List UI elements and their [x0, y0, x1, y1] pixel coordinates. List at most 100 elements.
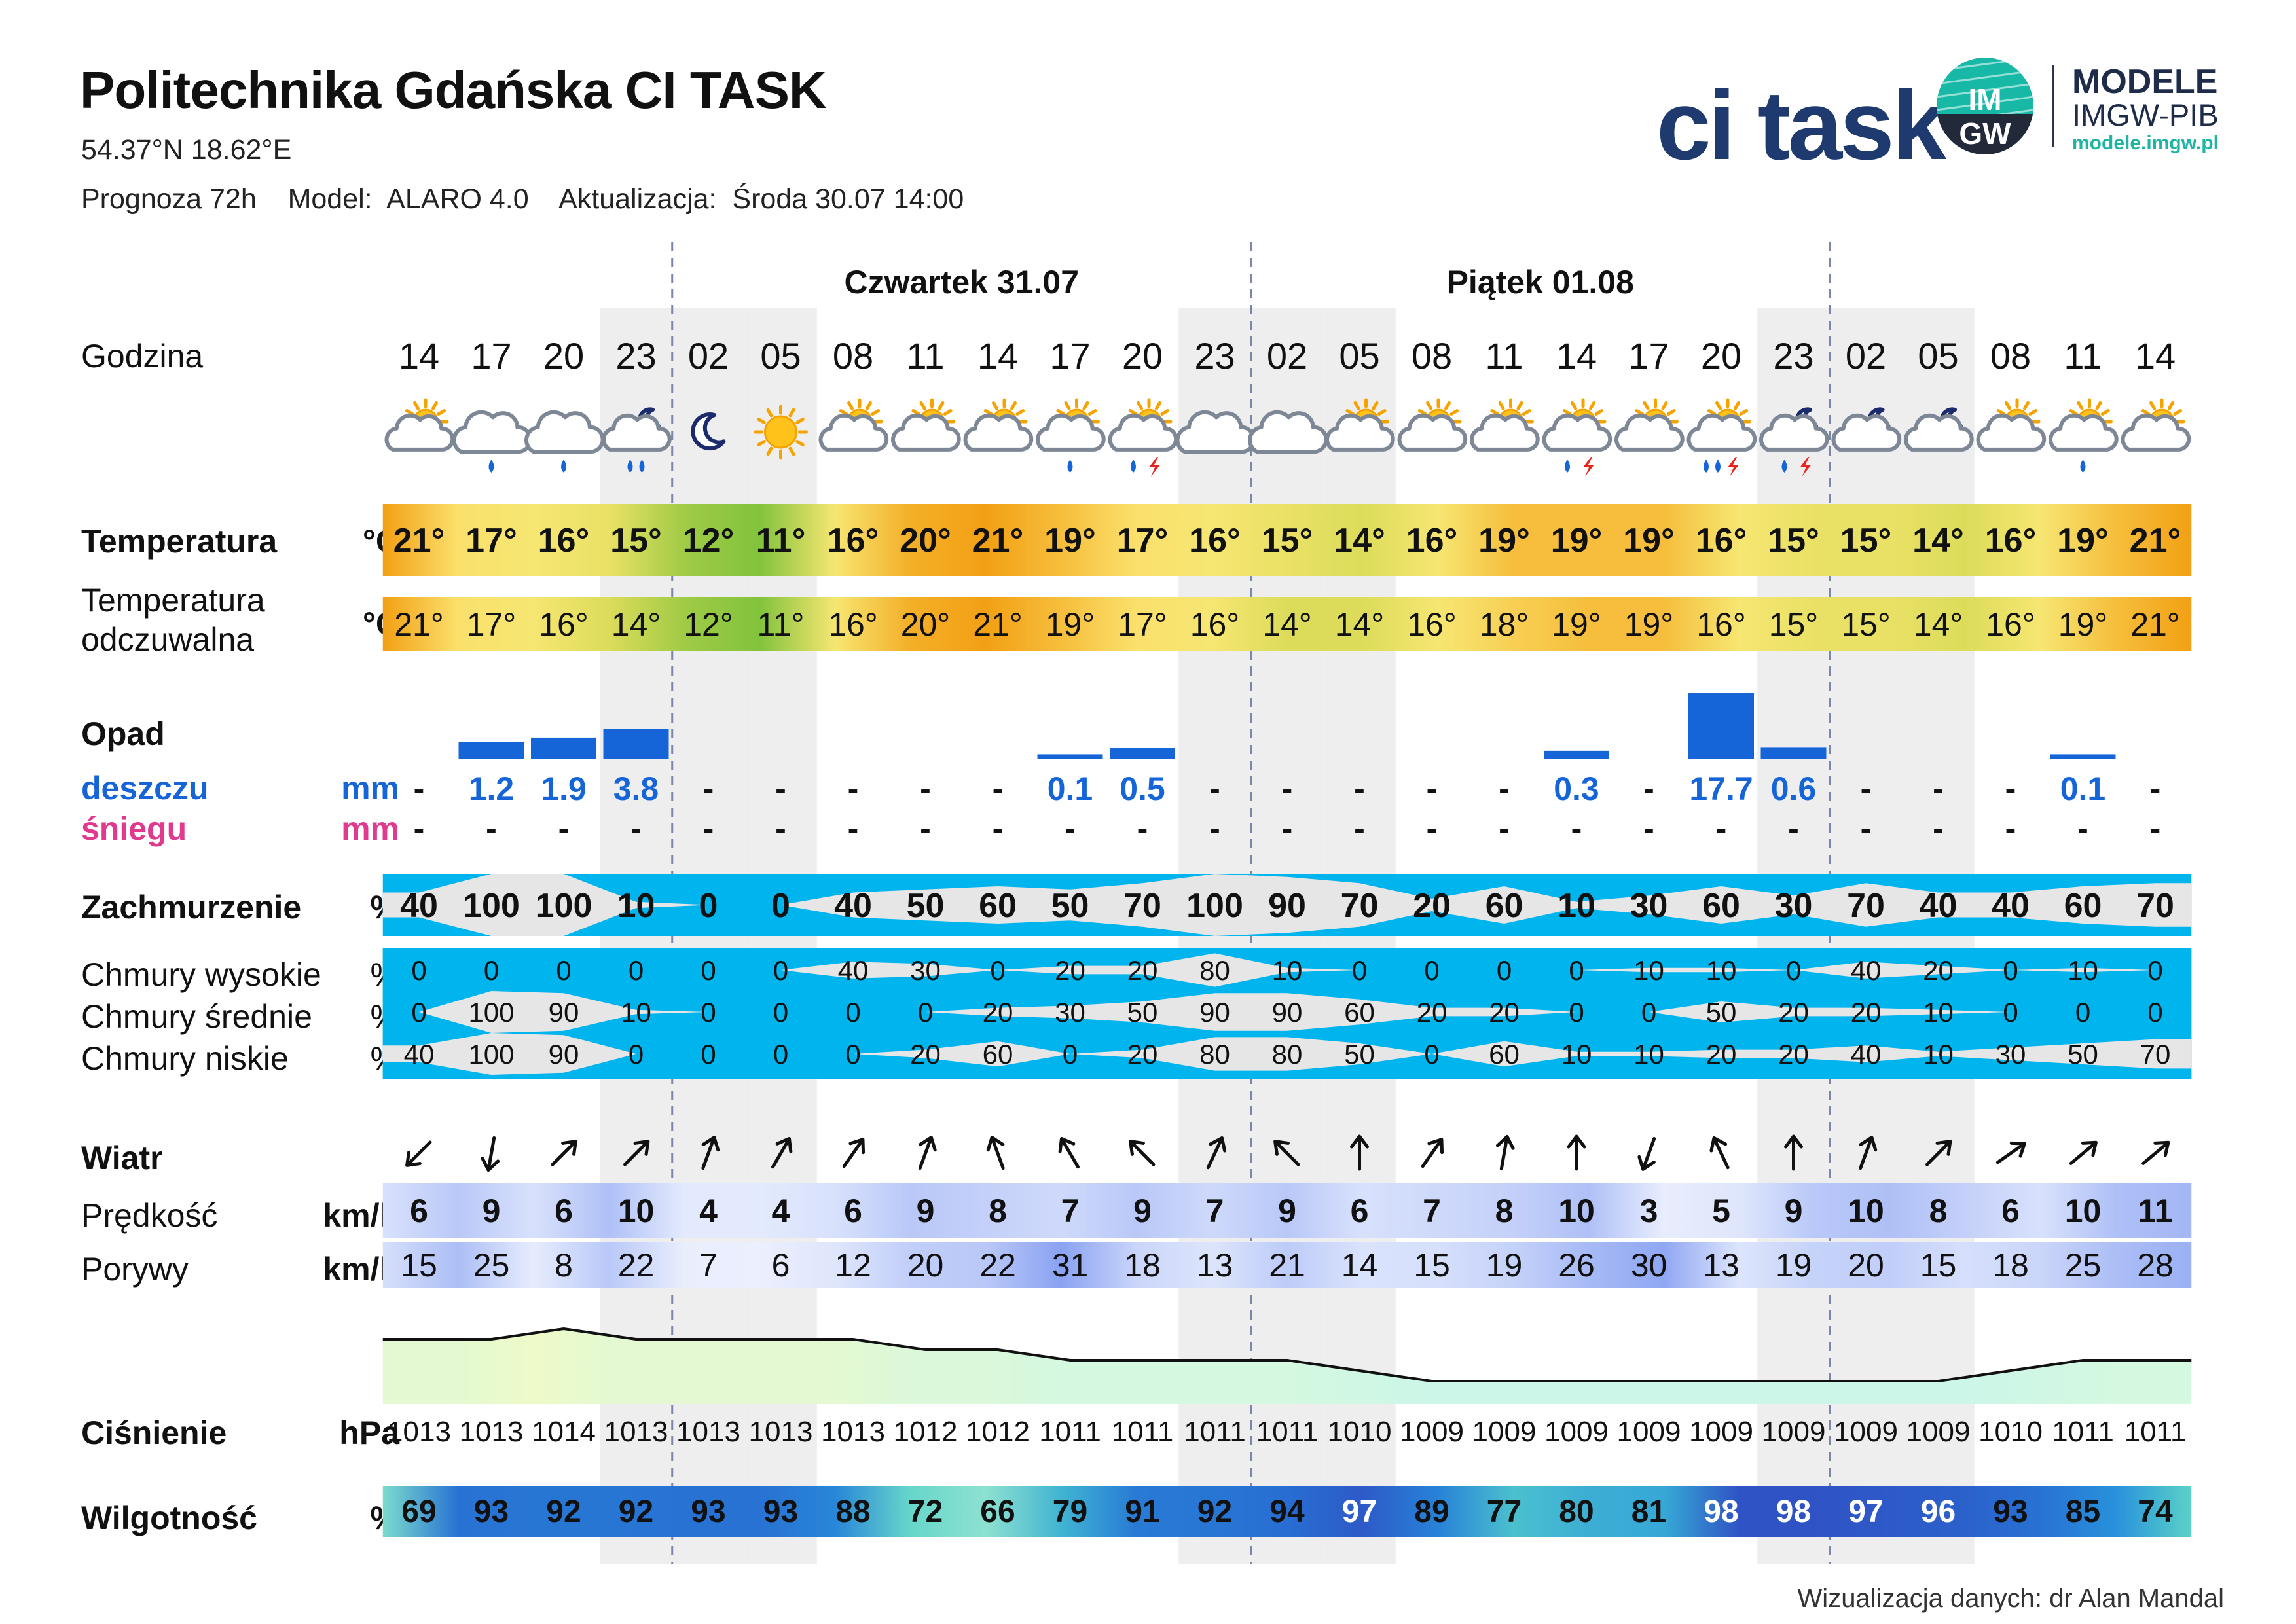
feels-like-value: 16° [1696, 606, 1746, 643]
cloud-mid-value: 0 [2003, 997, 2018, 1028]
wind-speed-value: 7 [1206, 1193, 1224, 1229]
cloud-mid-value: 0 [701, 997, 716, 1028]
snow-value: - [630, 810, 642, 846]
snow-value: - [920, 810, 931, 846]
feels-like-value: 16° [1986, 606, 2035, 643]
pressure-value: 1013 [749, 1416, 813, 1448]
feels-like-value: 16° [539, 606, 589, 643]
pressure-value: 1011 [1112, 1416, 1174, 1448]
wind-arrow-icon [1273, 1140, 1300, 1166]
wind-speed-value: 9 [917, 1193, 935, 1229]
pressure-value: 1012 [966, 1416, 1030, 1448]
wind-gust-value: 18 [1124, 1247, 1161, 1284]
cloud-high-value: 0 [411, 955, 426, 986]
pressure-value: 1011 [1256, 1416, 1319, 1448]
sun-cloud-icon [2121, 398, 2191, 452]
snow-value: - [2150, 810, 2161, 846]
wind-gust-value: 15 [1920, 1247, 1957, 1284]
wind-gust-value: 25 [473, 1247, 510, 1284]
hour-label: 05 [1339, 335, 1379, 376]
cloud-low-value: 80 [1272, 1039, 1303, 1070]
cloud-low-value: 0 [1063, 1039, 1078, 1070]
label-temperature: Temperatura [81, 523, 278, 560]
wind-gust-value: 22 [979, 1247, 1016, 1284]
temperature-value: 14° [1334, 522, 1385, 560]
cloud-mid-value: 10 [1923, 997, 1954, 1028]
temperature-value: 19° [2057, 522, 2109, 560]
cloud-total-value: 10 [1558, 887, 1595, 925]
rain-value: - [993, 770, 1004, 807]
cloud-mid-value: 30 [1055, 997, 1085, 1028]
feels-like-value: 21° [394, 606, 444, 643]
cloud-total-value: 40 [400, 887, 438, 925]
cloud-mid-value: 20 [1778, 997, 1809, 1028]
cloud-total-value: 90 [1268, 887, 1306, 925]
rain-value: - [1354, 770, 1365, 807]
humidity-value: 92 [1197, 1494, 1232, 1529]
pressure-value: 1010 [1328, 1416, 1392, 1448]
humidity-value: 96 [1921, 1494, 1956, 1529]
humidity-value: 94 [1269, 1494, 1305, 1529]
cloud-rain-icon [524, 410, 605, 473]
wind-gust-value: 25 [2065, 1247, 2102, 1284]
feels-like-value: 14° [611, 606, 661, 643]
cloud-high-value: 10 [2068, 955, 2098, 986]
rain-bar [1110, 748, 1175, 759]
feels-like-bar [382, 597, 2192, 651]
sun-cloud-icon [818, 398, 889, 452]
wind-gust-value: 7 [699, 1247, 718, 1284]
wind-gust-value: 14 [1341, 1247, 1378, 1284]
sun-cloud-icon [963, 398, 1034, 452]
wind-gust-value: 12 [835, 1247, 871, 1284]
humidity-value: 93 [474, 1494, 509, 1529]
temperature-value: 17° [465, 522, 517, 560]
rain-bar [2050, 754, 2116, 759]
hour-label: 14 [399, 335, 439, 376]
cloud-low-value: 20 [1706, 1039, 1737, 1070]
hour-label: 02 [1267, 335, 1307, 376]
cloud-high-value: 10 [1706, 955, 1737, 986]
wind-arrow-icon [1925, 1140, 1952, 1166]
wind-arrow-icon [1567, 1134, 1586, 1171]
wind-speed-value: 11 [2138, 1193, 2173, 1229]
temperature-value: 21° [972, 522, 1024, 560]
wind-speed-value: 8 [989, 1193, 1007, 1229]
wind-gust-value: 8 [555, 1247, 573, 1284]
temperature-value: 16° [1406, 522, 1458, 560]
temperature-value: 19° [1044, 522, 1096, 560]
pressure-value: 1010 [1978, 1416, 2043, 1448]
cloud-mid-value: 0 [411, 997, 426, 1028]
rain-value: 0.1 [1048, 770, 1093, 807]
cloud-total-value: 70 [1341, 887, 1379, 925]
cloud-total-value: 70 [1847, 887, 1885, 925]
cloud-high-value: 0 [773, 955, 788, 986]
wind-arrow-icon [1709, 1136, 1730, 1170]
wind-gust-value: 13 [1703, 1247, 1740, 1284]
temperature-value: 19° [1623, 522, 1675, 560]
pressure-value: 1009 [1834, 1416, 1898, 1448]
snow-value: - [1209, 810, 1220, 846]
wind-speed-value: 9 [1785, 1193, 1803, 1229]
snow-value: - [1933, 810, 1944, 846]
rain-value: 3.8 [613, 770, 659, 807]
cloud-low-value: 60 [983, 1039, 1013, 1070]
cloud-total-value: 60 [1702, 887, 1740, 925]
label-hour: Godzina [81, 338, 204, 374]
humidity-value: 72 [908, 1494, 943, 1529]
feels-like-value: 14° [1914, 606, 1963, 643]
cloud-high-value: 0 [1352, 955, 1367, 986]
cloud-low-value: 50 [2068, 1039, 2098, 1070]
temperature-value: 15° [1262, 522, 1313, 560]
svg-text:GW: GW [1959, 117, 2011, 151]
cloud-total-value: 70 [2136, 887, 2174, 925]
wind-gust-value: 26 [1558, 1247, 1595, 1284]
humidity-value: 98 [1776, 1494, 1811, 1529]
cloud-total-value: 40 [1920, 887, 1958, 925]
wind-gust-value: 19 [1776, 1247, 1812, 1284]
sun-cloud-rain-icon [2049, 398, 2119, 473]
rain-value: - [1427, 770, 1438, 807]
cloud-layers-bottom [382, 1075, 2192, 1079]
snow-value: - [1788, 810, 1799, 846]
label-pressure: Ciśnienie [81, 1415, 227, 1451]
temperature-value: 16° [828, 522, 879, 560]
